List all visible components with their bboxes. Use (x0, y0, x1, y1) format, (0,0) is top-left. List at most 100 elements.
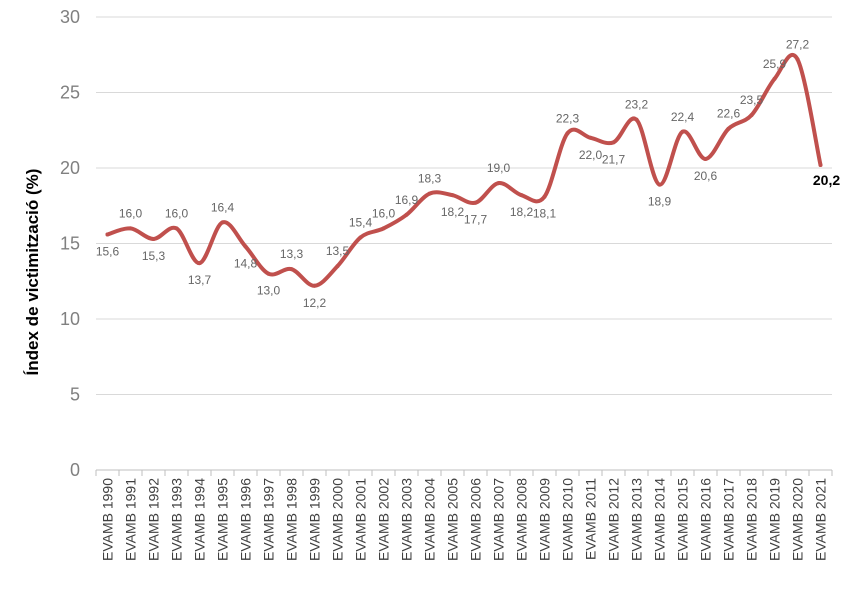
x-tick-label: EVAMB 1991 (123, 478, 139, 561)
data-point (657, 182, 662, 187)
y-tick-label: 10 (60, 309, 80, 329)
x-tick-label: EVAMB 2004 (422, 478, 438, 561)
x-tick-label: EVAMB 1995 (215, 478, 231, 561)
x-tick-label: EVAMB 2002 (376, 478, 392, 561)
x-tick-label: EVAMB 1996 (238, 478, 254, 561)
data-label: 22,0 (579, 148, 603, 162)
data-point (795, 57, 800, 62)
x-tick-label: EVAMB 1999 (307, 478, 323, 561)
x-tick-label: EVAMB 2021 (813, 478, 829, 561)
data-label: 16,9 (395, 193, 419, 207)
data-label: 22,4 (671, 110, 695, 124)
data-point (588, 135, 593, 140)
y-tick-label: 20 (60, 158, 80, 178)
data-point (128, 226, 133, 231)
data-label: 20,6 (694, 169, 718, 183)
x-tick-label: EVAMB 2001 (353, 478, 369, 561)
x-tick-label: EVAMB 2017 (721, 478, 737, 561)
x-tick-label: EVAMB 1992 (146, 478, 162, 561)
data-point (726, 126, 731, 131)
x-tick-label: EVAMB 2019 (767, 478, 783, 561)
y-tick-label: 15 (60, 234, 80, 254)
x-tick-label: EVAMB 2018 (744, 478, 760, 561)
data-label: 14,8 (234, 257, 258, 271)
y-tick-label: 30 (60, 7, 80, 27)
data-point (565, 131, 570, 136)
x-tick-label: EVAMB 2015 (675, 478, 691, 561)
data-point (749, 113, 754, 118)
data-label: 13,0 (257, 284, 281, 298)
data-label: 18,2 (510, 205, 534, 219)
data-point (243, 244, 248, 249)
data-point (703, 156, 708, 161)
x-tick-label: EVAMB 1998 (284, 478, 300, 561)
data-label: 22,6 (717, 107, 741, 121)
data-point (611, 140, 616, 145)
data-label: 18,9 (648, 195, 672, 209)
data-label: 23,5 (740, 93, 764, 107)
data-point (381, 226, 386, 231)
data-label: 20,2 (813, 172, 840, 188)
data-label: 22,3 (556, 111, 580, 125)
x-tick-label: EVAMB 2010 (560, 478, 576, 561)
y-axis-label: Índex de victimització (%) (23, 169, 42, 376)
x-tick-label: EVAMB 2005 (445, 478, 461, 561)
data-label: 15,6 (96, 244, 120, 258)
data-point (542, 194, 547, 199)
x-tick-label: EVAMB 2008 (514, 478, 530, 561)
data-label: 13,7 (188, 273, 212, 287)
x-tick-label: EVAMB 1993 (169, 478, 185, 561)
gridlines (96, 16, 832, 395)
x-tick-label: EVAMB 1990 (100, 478, 116, 561)
x-tick-label: EVAMB 2000 (330, 478, 346, 561)
data-point (174, 226, 179, 231)
data-label: 21,7 (602, 152, 626, 166)
data-point (404, 212, 409, 217)
data-label: 18,3 (418, 172, 442, 186)
data-label: 25,9 (763, 57, 787, 71)
data-label: 16,4 (211, 200, 235, 214)
data-point (473, 200, 478, 205)
x-tick-label: EVAMB 2020 (790, 478, 806, 561)
data-label: 16,0 (372, 206, 396, 220)
data-label: 16,0 (165, 206, 189, 220)
data-label: 12,2 (303, 296, 327, 310)
x-tick-label: EVAMB 2013 (629, 478, 645, 561)
x-tick-label: EVAMB 2014 (652, 478, 668, 561)
data-label: 17,7 (464, 213, 488, 227)
data-point (427, 191, 432, 196)
x-tick-label: EVAMB 1997 (261, 478, 277, 561)
data-point (519, 193, 524, 198)
data-point (266, 271, 271, 276)
y-tick-label: 25 (60, 83, 80, 103)
data-label: 15,3 (142, 249, 166, 263)
y-tick-label: 5 (70, 385, 80, 405)
data-label: 15,4 (349, 215, 373, 229)
data-labels: 15,6 16,0 15,3 16,0 13,7 16,4 14,8 13,0 13,3 12,2… (96, 37, 841, 310)
x-tick-label: EVAMB 2007 (491, 478, 507, 561)
data-label: 13,5 (326, 244, 350, 258)
data-point (818, 162, 823, 167)
data-label: 16,0 (119, 206, 143, 220)
data-label: 23,2 (625, 98, 649, 112)
x-tick-label: EVAMB 2016 (698, 478, 714, 561)
data-points (105, 57, 823, 288)
data-point (105, 232, 110, 237)
x-axis: EVAMB 1990 EVAMB 1991 EVAMB 1992 EVAMB 1993… (95, 469, 833, 561)
data-point (197, 261, 202, 266)
x-tick-label: EVAMB 2003 (399, 478, 415, 561)
data-label: 19,0 (487, 161, 511, 175)
x-tick-label: EVAMB 2006 (468, 478, 484, 561)
x-tick-label: EVAMB 1994 (192, 478, 208, 561)
data-label: 18,1 (533, 207, 557, 221)
data-label: 13,3 (280, 247, 304, 261)
data-point (358, 235, 363, 240)
data-point (151, 236, 156, 241)
data-point (772, 76, 777, 81)
y-axis: 0 5 10 15 20 25 30 (60, 7, 80, 480)
x-tick-label: EVAMB 2012 (606, 478, 622, 561)
data-point (680, 129, 685, 134)
data-point (312, 283, 317, 288)
x-tick-label: EVAMB 2011 (583, 478, 599, 560)
